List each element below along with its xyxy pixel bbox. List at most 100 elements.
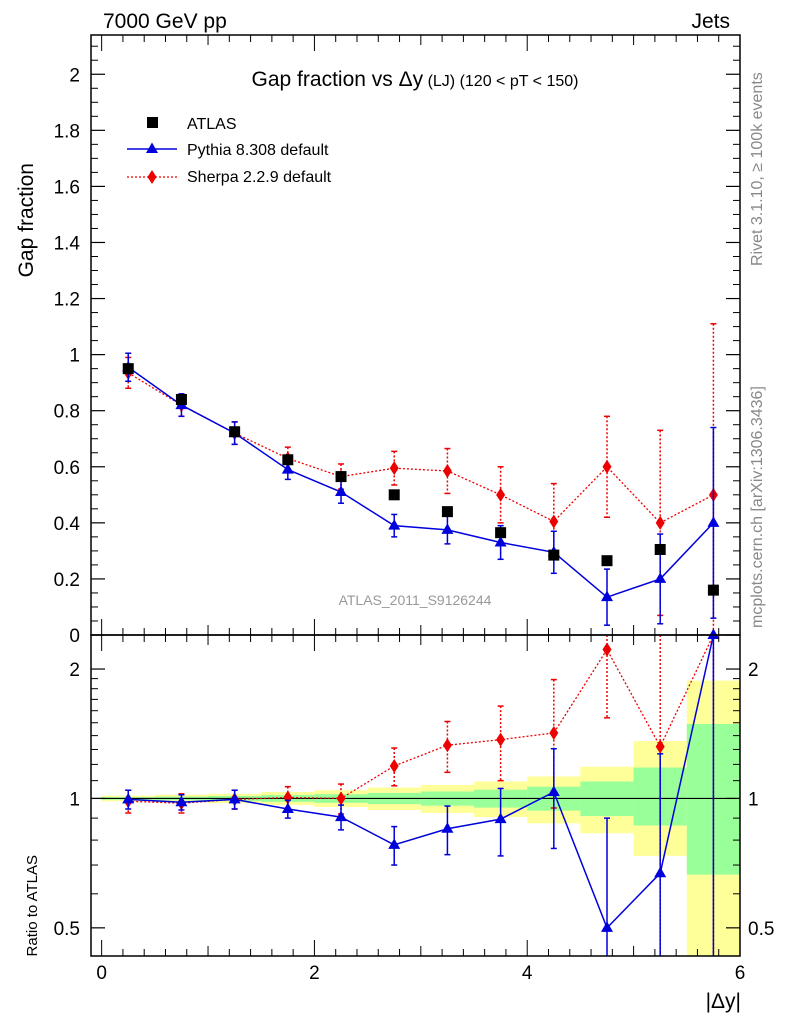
pythia-point	[601, 590, 614, 602]
main-y-axis-title: Gap fraction	[15, 163, 38, 277]
sherpa-ratio-point	[442, 738, 452, 753]
analysis-watermark: ATLAS_2011_S9126244	[339, 592, 492, 608]
pythia-point	[441, 523, 454, 534]
sherpa-point	[602, 459, 612, 474]
sherpa-ratio-point	[336, 791, 346, 806]
x-tick-label: 0	[96, 963, 107, 984]
mcplots-label: mcplots.cern.ch [arXiv:1306.3436]	[749, 386, 766, 628]
legend-entry-pythia: Pythia 8.308 default	[127, 142, 329, 159]
sherpa-ratio-point	[496, 732, 506, 747]
ratio-y-tick-label: 2	[69, 660, 80, 681]
watermark-layer: ATLAS_2011_S9126244	[339, 592, 492, 608]
atlas-point	[122, 363, 134, 375]
main-y-tick-label: 1	[69, 346, 80, 367]
ratio-y-axis-title: Ratio to ATLAS	[24, 855, 41, 956]
atlas-point	[654, 543, 666, 555]
legend-pythia-label: Pythia 8.308 default	[187, 142, 329, 159]
legend-atlas-label: ATLAS	[187, 116, 237, 133]
sherpa-ratio-point	[602, 642, 612, 657]
ratio-y-tick-label: 0.5	[54, 919, 80, 940]
sherpa-ratio-point	[655, 739, 665, 754]
ratio-y-tick-label: 1	[69, 789, 80, 810]
ratio-axis-ticks: 0.5 0.5 1 1 2 2	[54, 635, 774, 956]
ratio-y-tick-label-right: 1	[748, 789, 759, 810]
pythia-ratio-point	[175, 795, 188, 807]
main-panel: ATLAS_2011_S9126244 0 0.2 0.4 0.6 0.8 1 1.2 1.4…	[54, 34, 741, 647]
ratio-frame	[90, 634, 741, 957]
main-y-tick-label: 0	[69, 626, 80, 647]
pythia-ratio-point	[388, 838, 401, 849]
sherpa-point	[655, 515, 665, 530]
main-plot-area	[122, 323, 720, 635]
legend-entry-atlas: ATLAS	[147, 116, 237, 133]
legend-entry-sherpa: Sherpa 2.2.9 default	[127, 169, 332, 186]
pythia-ratio-point	[601, 921, 614, 932]
ratio-y-tick-label-right: 2	[748, 660, 759, 681]
rivet-version-label: Rivet 3.1.10, ≥ 100k events	[749, 72, 766, 266]
main-y-tick-label: 0.6	[54, 458, 80, 479]
pythia-ratio-point	[494, 812, 507, 824]
collision-label: 7000 GeV pp	[103, 10, 227, 33]
main-y-tick-label: 0.4	[54, 514, 81, 535]
atlas-point	[707, 584, 719, 596]
pythia-ratio-point	[228, 792, 241, 804]
legend-sherpa-marker	[147, 170, 157, 184]
atlas-point	[175, 393, 187, 405]
atlas-point	[441, 506, 453, 518]
pythia-ratio-point	[547, 785, 560, 797]
pythia-ratio-line	[128, 634, 715, 930]
x-axis-title: |Δy|	[706, 990, 741, 1013]
atlas-point	[229, 426, 241, 438]
pythia-line	[127, 366, 714, 598]
main-y-tick-label: 1.2	[54, 290, 80, 311]
ratio-panel: 0.5 0.5 1 1 2 2	[54, 628, 774, 957]
title-pt-range: (120 < pT < 150)	[455, 73, 578, 90]
pythia-ratio-point	[122, 792, 135, 804]
sherpa-ratio-point	[389, 758, 399, 773]
x-tick-label: 4	[522, 963, 533, 984]
legend-pythia-marker	[146, 142, 158, 153]
title-delta-y: Δy	[399, 68, 424, 91]
atlas-point	[388, 489, 400, 501]
pythia-ratio-point	[654, 866, 667, 878]
x-tick-label: 6	[735, 963, 746, 984]
pythia-point	[654, 572, 667, 583]
main-y-tick-label: 1.8	[54, 121, 80, 142]
ratio-plot-area	[91, 628, 740, 956]
x-axis-tick-labels: 0 2 4 6	[96, 963, 745, 984]
main-y-tick-label: 2	[69, 65, 80, 86]
ratio-y-tick-label-right: 0.5	[748, 919, 774, 940]
atlas-point	[335, 471, 347, 483]
atlas-point	[495, 527, 507, 539]
legend-atlas-marker	[147, 117, 158, 128]
pythia-ratio-point	[441, 822, 454, 833]
atlas-point	[282, 454, 294, 466]
atlas-point	[601, 555, 613, 567]
pythia-point	[335, 485, 348, 497]
main-y-tick-label: 1.6	[54, 177, 80, 198]
sherpa-point	[442, 463, 452, 478]
sherpa-line	[127, 372, 714, 524]
main-y-tick-label: 0.2	[54, 570, 80, 591]
legend: ATLAS Pythia 8.308 default Sherpa 2.2.9 …	[127, 116, 332, 186]
pythia-ratio-point	[707, 628, 720, 639]
sherpa-ratio-point	[549, 725, 559, 740]
pythia-point	[281, 463, 294, 474]
x-tick-label: 2	[309, 963, 320, 984]
main-axis-ticks: 0 0.2 0.4 0.6 0.8 1 1.2 1.4 1.6 1.8 2	[54, 35, 741, 647]
pythia-ratio-point	[281, 802, 294, 814]
main-y-tick-label: 1.4	[54, 233, 81, 254]
sherpa-point	[549, 514, 559, 529]
sherpa-point	[389, 461, 399, 476]
legend-sherpa-label: Sherpa 2.2.9 default	[187, 169, 332, 186]
sherpa-point	[496, 487, 506, 502]
title-lj: (LJ)	[423, 73, 455, 90]
plot-title: Gap fraction vs Δy (LJ) (120 < pT < 150)	[252, 68, 579, 91]
title-prefix: Gap fraction vs	[252, 68, 399, 91]
pythia-ratio-point	[335, 810, 348, 822]
pythia-point	[707, 516, 720, 527]
pythia-point	[388, 519, 401, 530]
main-y-tick-label: 0.8	[54, 402, 80, 423]
process-label: Jets	[691, 10, 730, 33]
